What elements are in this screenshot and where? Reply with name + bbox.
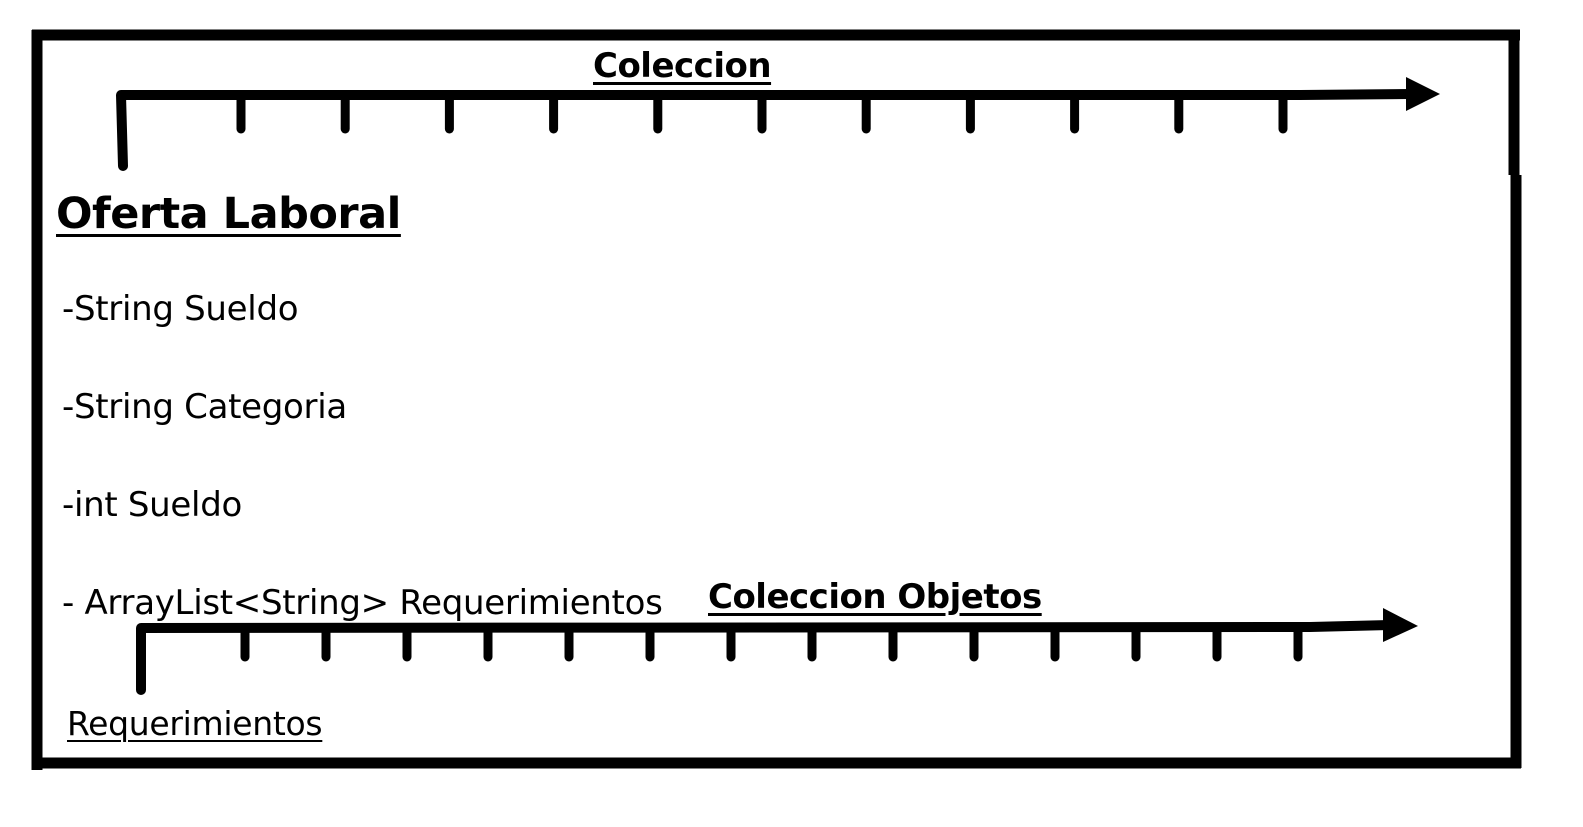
- top-collection-label: Coleccion: [593, 46, 772, 86]
- attribute-item: -String Sueldo: [62, 289, 299, 329]
- requerimientos-label: Requerimientos: [67, 704, 323, 743]
- attribute-item: -String Categoria: [62, 387, 347, 427]
- top-arrow-ticks: [236, 90, 1288, 134]
- attribute-list: -String Sueldo -String Categoria -int Su…: [62, 260, 663, 652]
- attribute-item: - ArrayList<String> Requerimientos: [62, 583, 663, 623]
- bottom-collection-label: Coleccion Objetos: [708, 577, 1042, 617]
- class-title: Oferta Laboral: [56, 189, 401, 239]
- outer-frame: [31, 29, 1522, 770]
- bottom-arrow-shaft: [136, 620, 1395, 695]
- top-collection-arrow: [116, 77, 1440, 171]
- bottom-arrow-ticks: [240, 623, 1303, 662]
- bottom-arrow-head: [1383, 608, 1418, 642]
- attribute-item: -int Sueldo: [62, 485, 242, 525]
- top-arrow-shaft: [116, 89, 1415, 171]
- bottom-collection-arrow: [136, 608, 1418, 695]
- top-arrow-head: [1406, 77, 1440, 111]
